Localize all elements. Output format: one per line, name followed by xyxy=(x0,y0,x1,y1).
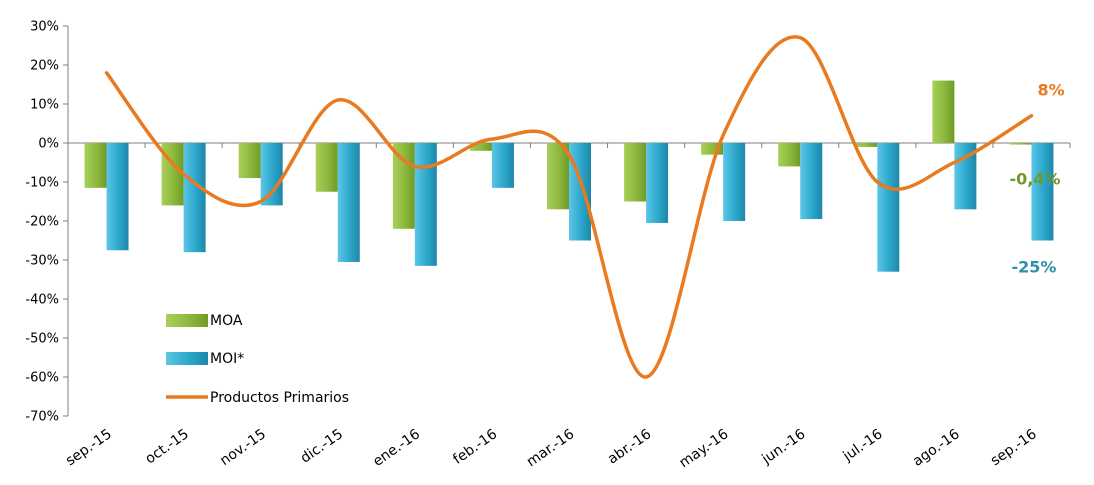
x-tick-label: oct.-15 xyxy=(143,426,192,467)
moa-bar xyxy=(238,143,261,179)
y-axis: 30% 20% 10% 0% -10% -20% -30% -40% -50% -60% -70% xyxy=(25,20,1071,425)
moa-bar xyxy=(1009,143,1032,145)
moa-bar xyxy=(84,143,107,188)
productos-primarios-line xyxy=(104,35,1034,379)
bar-group xyxy=(84,80,1054,272)
x-tick-label: abr.-16 xyxy=(605,426,655,467)
line-group xyxy=(104,35,1034,379)
y-tick-label: -70% xyxy=(25,410,59,425)
y-tick-label: 0% xyxy=(38,137,59,152)
moi-bar xyxy=(260,143,283,206)
moi-bar xyxy=(877,143,900,272)
annotation-label: 8% xyxy=(1037,81,1064,100)
x-tick-label: may.-16 xyxy=(677,426,732,471)
y-tick-label: -40% xyxy=(25,293,59,308)
moi-bar xyxy=(337,143,360,262)
x-tick-label: jun.-16 xyxy=(758,426,808,468)
moa-bar xyxy=(932,80,955,143)
legend-moa-swatch xyxy=(166,314,208,327)
moa-bar xyxy=(392,143,415,229)
moa-bar xyxy=(315,143,338,192)
moa-bar xyxy=(624,143,647,202)
legend-moi-swatch xyxy=(166,352,208,365)
x-tick-label: feb.-16 xyxy=(450,426,500,468)
y-tick-label: -30% xyxy=(25,254,59,269)
x-tick-label: mar.-16 xyxy=(524,426,577,470)
x-tick-label: sep.-15 xyxy=(63,426,115,469)
x-tick-label: nov.-15 xyxy=(217,426,269,469)
legend-productos-primarios-label: Productos Primarios xyxy=(210,390,349,406)
moa-bar xyxy=(778,143,801,167)
x-tick-label: jul.-16 xyxy=(840,426,886,465)
moi-bar xyxy=(183,143,206,253)
y-tick-label: -60% xyxy=(25,371,59,386)
moi-bar xyxy=(414,143,437,266)
moi-bar xyxy=(646,143,669,223)
moi-bar xyxy=(491,143,514,188)
moi-bar xyxy=(1031,143,1054,241)
y-tick-label: 10% xyxy=(30,98,59,113)
legend: MOA MOI* Productos Primarios xyxy=(166,313,349,406)
y-tick-label: -20% xyxy=(25,215,59,230)
moi-bar xyxy=(723,143,746,221)
moi-bar xyxy=(106,143,129,251)
moa-bar xyxy=(469,143,492,151)
annotation-label: -0,4% xyxy=(1009,170,1060,189)
annotations: 8% -0,4% -25% xyxy=(1009,81,1064,277)
x-tick-label: ago.-16 xyxy=(910,426,963,470)
x-tick-label: sep.-16 xyxy=(988,426,1040,469)
x-tick-label: ene.-16 xyxy=(370,426,423,470)
x-tick-label: dic.-15 xyxy=(298,426,346,467)
moa-bar xyxy=(855,143,878,147)
moa-bar xyxy=(701,143,724,155)
moi-bar xyxy=(800,143,823,220)
legend-moa-label: MOA xyxy=(210,313,243,329)
x-axis: sep.-15 oct.-15 nov.-15 dic.-15 ene.-16 feb.-… xyxy=(63,426,1040,471)
annotation-label: -25% xyxy=(1011,258,1056,277)
y-tick-label: -50% xyxy=(25,332,59,347)
moa-bar xyxy=(547,143,569,210)
legend-moi-label: MOI* xyxy=(210,351,244,367)
y-tick-label: 30% xyxy=(30,20,59,35)
y-tick-label: 20% xyxy=(30,59,59,74)
y-tick-label: -10% xyxy=(25,176,59,191)
